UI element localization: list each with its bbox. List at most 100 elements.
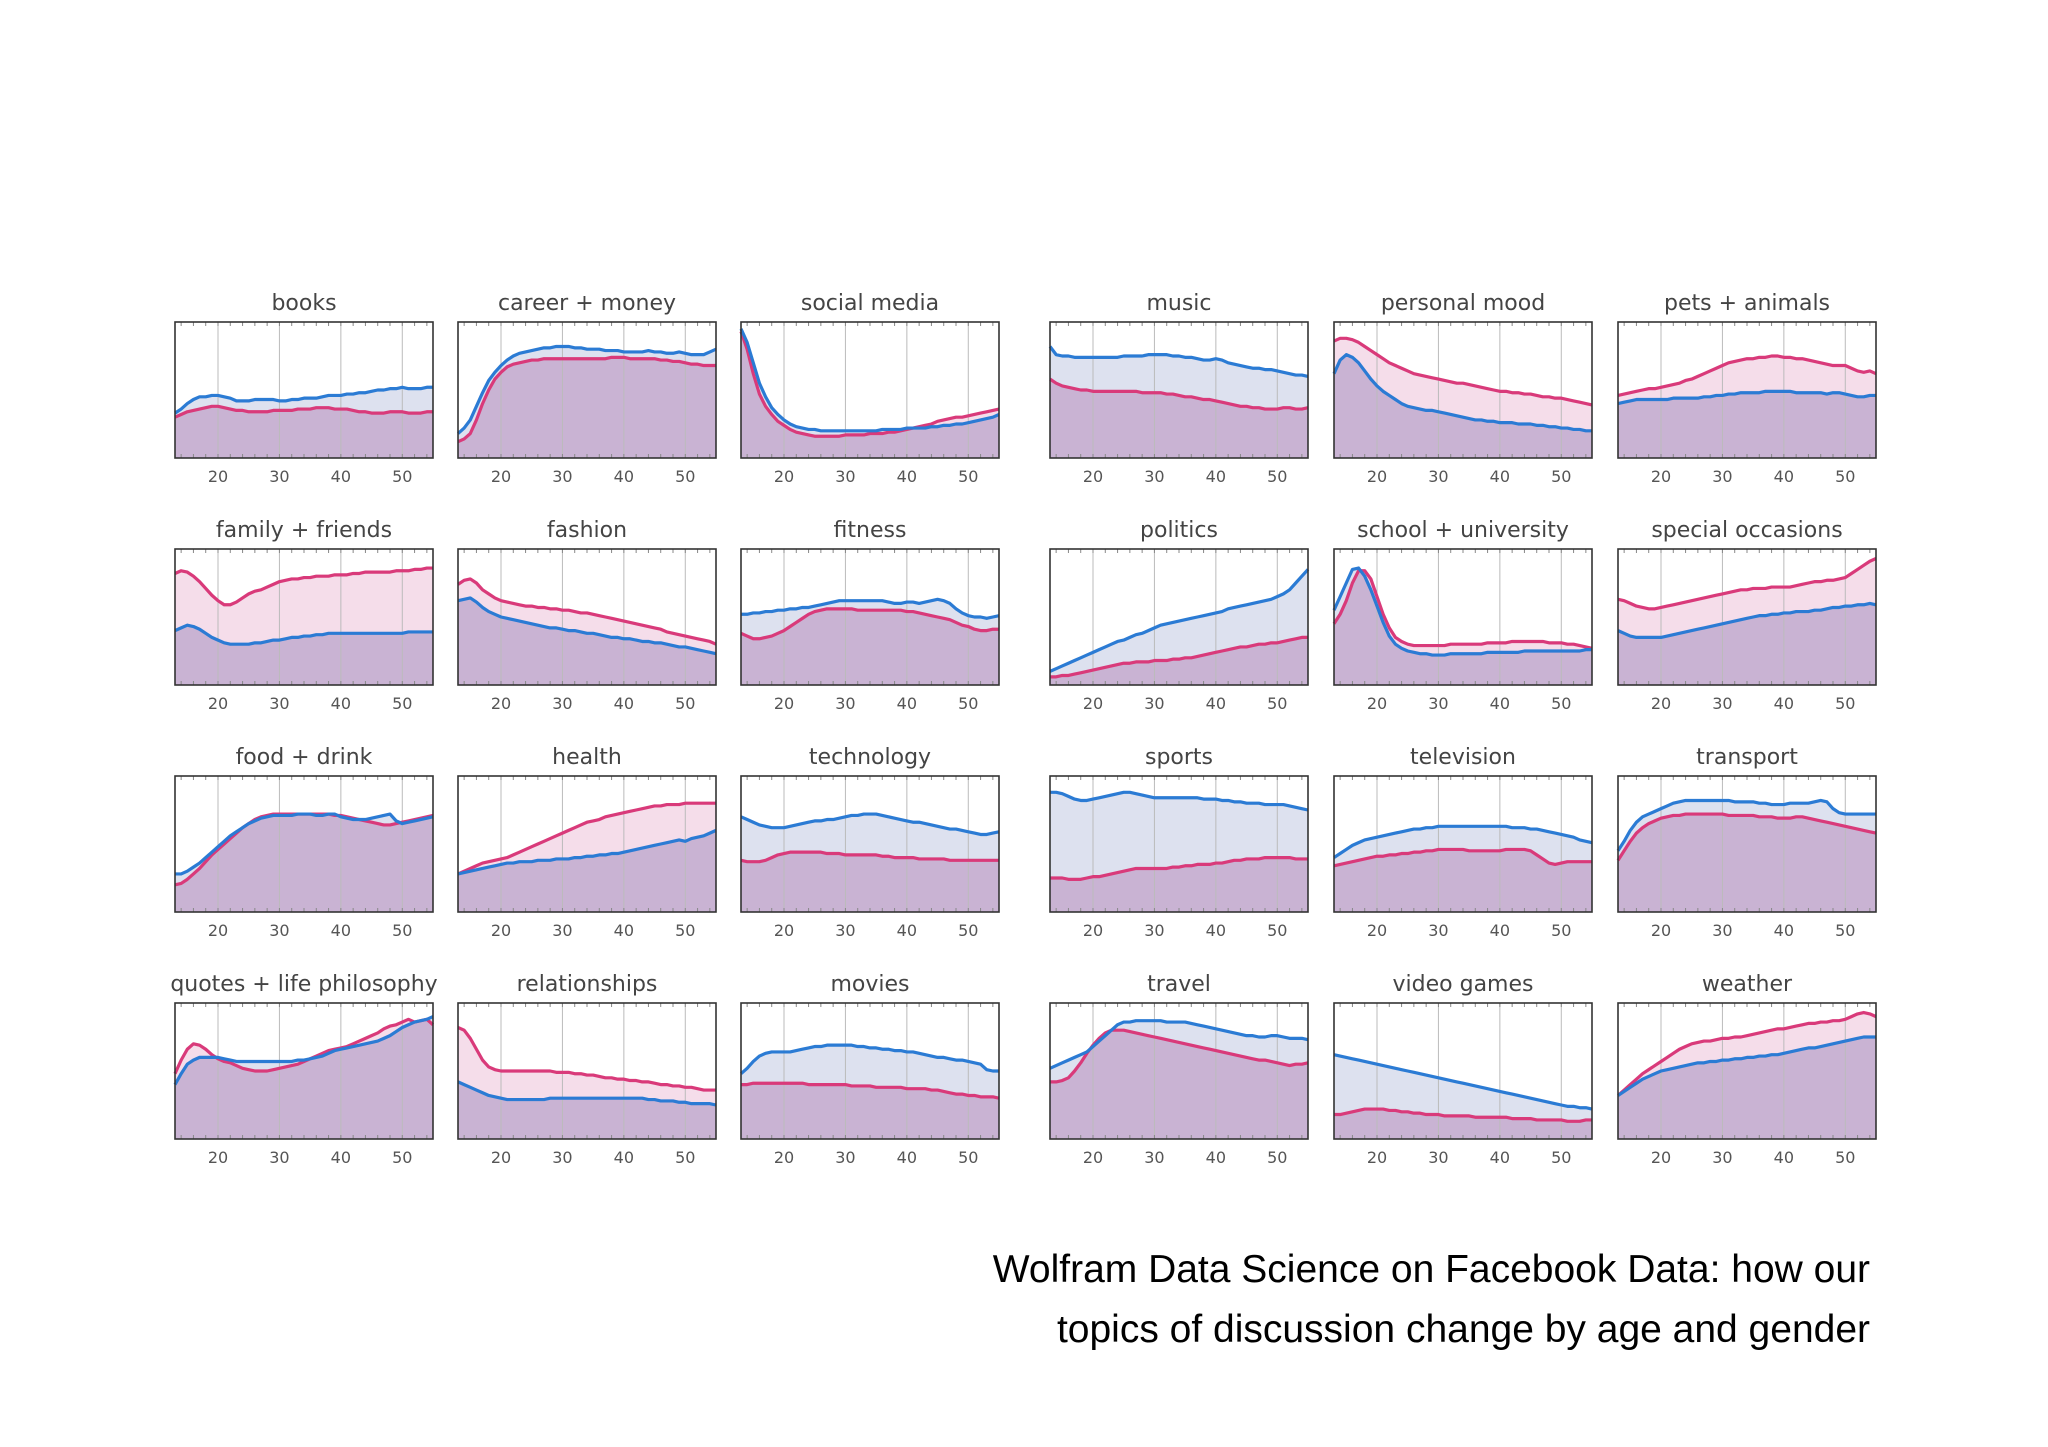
- x-tick-label: 30: [835, 921, 855, 940]
- panel-title: weather: [1702, 972, 1793, 997]
- x-tick-label: 30: [269, 921, 289, 940]
- panel-title: special occasions: [1651, 518, 1842, 543]
- x-tick-label: 50: [675, 921, 695, 940]
- plot-frame: [740, 321, 1000, 459]
- panel-title: health: [552, 745, 622, 770]
- plot-frame: [1333, 548, 1593, 686]
- x-tick-label: 20: [491, 467, 511, 486]
- x-tick-label: 20: [208, 1148, 228, 1167]
- x-tick-label: 50: [1551, 921, 1571, 940]
- plot-frame: [1049, 548, 1309, 686]
- x-tick-label: 50: [958, 921, 978, 940]
- panel-video-games: video games 20 30 40 50: [1333, 972, 1593, 1167]
- panel-title: family + friends: [216, 518, 392, 543]
- pink-series-line: [1334, 1107, 1592, 1123]
- x-tick-label: 30: [269, 467, 289, 486]
- x-tick-label: 30: [269, 694, 289, 713]
- x-tick-label: 40: [1490, 921, 1510, 940]
- x-tick-label: 20: [491, 1148, 511, 1167]
- x-tick-label: 50: [392, 694, 412, 713]
- panel-movies: movies 20 30 40 50: [739, 972, 1000, 1167]
- x-tick-label: 40: [614, 921, 634, 940]
- plot-frame: [174, 321, 434, 459]
- panel-television: television 20 30 40 50: [1333, 745, 1593, 940]
- blue-series-line: [174, 385, 433, 415]
- x-tick-label: 20: [1367, 921, 1387, 940]
- x-tick-label: 50: [1835, 921, 1855, 940]
- panel-title: fitness: [834, 518, 907, 543]
- panel-title: relationships: [517, 972, 658, 997]
- pink-series-line: [739, 330, 1000, 438]
- panel-special-occasions: special occasions 20 30 40 50: [1617, 518, 1877, 713]
- plot-frame: [1617, 1002, 1877, 1140]
- caption-line-1: Wolfram Data Science on Facebook Data: h…: [992, 1248, 1870, 1291]
- x-tick-label: 30: [552, 1148, 572, 1167]
- panel-title: pets + animals: [1664, 291, 1830, 316]
- x-tick-label: 40: [1490, 694, 1510, 713]
- pink-series-line: [740, 607, 999, 641]
- x-tick-label: 50: [958, 1148, 978, 1167]
- pink-series-line: [1333, 336, 1593, 407]
- blue-series-line: [1049, 1019, 1309, 1070]
- x-tick-label: 50: [958, 467, 978, 486]
- panel-title: television: [1410, 745, 1516, 770]
- x-tick-label: 30: [1144, 467, 1164, 486]
- panel-quotes-life-philosophy: quotes + life philosophy 20 30 40 50: [170, 972, 437, 1167]
- x-tick-label: 50: [675, 694, 695, 713]
- pink-series-line: [741, 1081, 1000, 1100]
- panel-title: transport: [1696, 745, 1798, 770]
- panel-relationships: relationships 20 30 40 50: [457, 972, 717, 1167]
- shared-area: [1334, 570, 1592, 685]
- shared-area: [1618, 1037, 1876, 1139]
- x-tick-label: 20: [491, 921, 511, 940]
- blue-series-line: [457, 1080, 717, 1107]
- shared-area: [1334, 849, 1592, 912]
- x-tick-label: 40: [1206, 694, 1226, 713]
- shared-area: [1050, 379, 1308, 458]
- panel-title: movies: [830, 972, 909, 997]
- plot-frame: [1333, 775, 1593, 913]
- panel-title: personal mood: [1381, 291, 1545, 316]
- shared-area: [175, 814, 433, 912]
- x-tick-label: 40: [331, 694, 351, 713]
- pink-series-line: [457, 801, 716, 876]
- panel-pets-animals: pets + animals 20 30 40 50: [1617, 291, 1877, 486]
- x-tick-label: 40: [897, 921, 917, 940]
- x-tick-label: 50: [392, 921, 412, 940]
- pink-series-line: [1616, 812, 1877, 862]
- pink-series-line: [1049, 377, 1309, 411]
- plot-frame: [1617, 321, 1877, 459]
- x-tick-label: 20: [208, 467, 228, 486]
- x-tick-label: 40: [1206, 1148, 1226, 1167]
- blue-series-line: [1616, 798, 1876, 852]
- x-tick-label: 20: [1083, 694, 1103, 713]
- x-tick-label: 40: [614, 467, 634, 486]
- panel-fashion: fashion 20 30 40 50: [457, 518, 717, 713]
- panel-career-money: career + money 20 30 40 50: [456, 291, 717, 486]
- pink-series-line: [457, 1026, 716, 1092]
- plot-frame: [1333, 1002, 1593, 1140]
- plot-frame: [1049, 1002, 1309, 1140]
- x-tick-label: 20: [774, 1148, 794, 1167]
- x-tick-label: 40: [331, 1148, 351, 1167]
- panel-personal-mood: personal mood 20 30 40 50: [1332, 291, 1593, 486]
- x-tick-label: 30: [1144, 921, 1164, 940]
- blue-series-line: [175, 812, 434, 876]
- shared-area: [458, 357, 716, 458]
- blue-series-line: [1617, 389, 1876, 406]
- plot-frame: [1333, 321, 1593, 459]
- shared-area: [458, 597, 716, 685]
- panel-social-media: social media 20 30 40 50: [739, 291, 1000, 486]
- x-tick-label: 40: [1490, 1148, 1510, 1167]
- plot-frame: [740, 775, 1000, 913]
- x-tick-label: 30: [1712, 921, 1732, 940]
- x-tick-label: 50: [1551, 1148, 1571, 1167]
- x-tick-label: 40: [331, 921, 351, 940]
- panel-weather: weather 20 30 40 50: [1616, 972, 1877, 1167]
- x-tick-label: 50: [958, 694, 978, 713]
- shared-area: [175, 406, 433, 458]
- x-tick-label: 30: [1144, 694, 1164, 713]
- x-tick-label: 30: [1712, 467, 1732, 486]
- x-tick-label: 20: [1651, 921, 1671, 940]
- x-tick-label: 50: [1267, 921, 1287, 940]
